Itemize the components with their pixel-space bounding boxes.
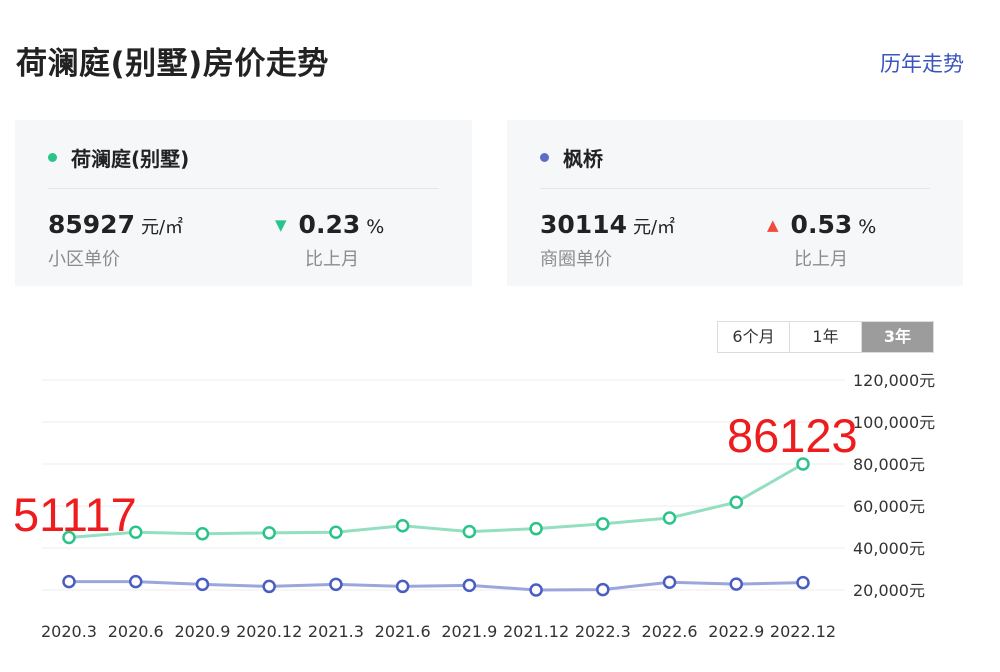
data-point[interactable] [796,575,810,590]
x-tick-label: 2021.6 [375,622,431,641]
price-trend-chart: 20,000元 40,000元 60,000元 80,000元 100,000元 120,… [41,371,935,641]
period-3-years[interactable]: 3年 [861,322,933,352]
y-tick-label: 20,000元 [853,581,925,600]
price-unit: 元/㎡ [632,217,676,238]
data-point[interactable] [796,457,810,471]
series-line [68,462,804,539]
change-label: 比上月 [794,249,848,270]
data-point[interactable] [529,583,543,597]
x-tick-label: 2020.12 [236,622,302,641]
month-change: ▲ 0.53% [767,210,876,239]
data-point[interactable] [729,577,744,591]
x-tick-label: 2021.9 [441,622,497,641]
price-value: 30114 元/㎡ [540,210,675,239]
data-point[interactable] [329,577,343,592]
period-1-year[interactable]: 1年 [789,322,861,352]
change-value: 0.53 [790,210,853,239]
data-point[interactable] [195,577,210,592]
data-point[interactable] [596,517,610,531]
change-unit: % [366,216,385,238]
change-unit: % [858,216,877,238]
data-point[interactable] [462,524,477,539]
change-value: 0.23 [298,210,361,239]
data-point[interactable] [62,574,76,589]
period-6-months[interactable]: 6个月 [718,322,789,352]
data-point[interactable] [128,525,143,539]
data-point[interactable] [529,521,543,536]
data-point[interactable] [662,511,677,525]
data-point[interactable] [128,574,143,589]
page-title: 荷澜庭(别墅)房价走势 [16,46,329,82]
data-point[interactable] [395,579,410,594]
data-point[interactable] [195,526,210,541]
district-price-card: 枫桥 30114 元/㎡ 商圈单价 ▲ 0.53% 比上月 [507,120,963,286]
card-divider [540,188,930,189]
card-divider [48,188,439,189]
x-tick-label: 2022.12 [770,622,836,641]
month-change: ▼ 0.23% [275,210,384,239]
data-point[interactable] [329,525,343,539]
y-tick-label: 100,000元 [853,413,935,432]
x-tick-label: 2022.3 [575,622,631,641]
x-tick-label: 2020.3 [41,622,97,641]
end-price-annotation: 86123 [727,409,858,462]
x-tick-label: 2021.12 [503,622,569,641]
y-tick-label: 80,000元 [853,455,925,474]
price-label: 小区单价 [48,249,120,270]
x-tick-label: 2022.6 [642,622,698,641]
period-selector: 6个月 1年 3年 [717,321,934,353]
x-tick-label: 2021.3 [308,622,364,641]
y-tick-label: 40,000元 [853,539,925,558]
history-trend-link[interactable]: 历年走势 [880,52,964,76]
price-unit: 元/㎡ [140,217,184,238]
price-label: 商圈单价 [540,249,612,270]
data-point[interactable] [662,575,677,589]
change-label: 比上月 [305,249,359,270]
community-price-card: 荷澜庭(别墅) 85927 元/㎡ 小区单价 ▼ 0.23% 比上月 [15,120,472,286]
down-triangle-icon: ▼ [275,216,287,234]
data-point[interactable] [262,526,276,540]
community-name: 荷澜庭(别墅) [71,147,190,171]
data-point[interactable] [596,582,610,597]
x-tick-label: 2022.9 [708,622,764,641]
price-value: 85927 元/㎡ [48,210,183,239]
data-point[interactable] [395,518,410,533]
up-triangle-icon: ▲ [767,216,779,234]
card-header: 荷澜庭(别墅) [48,143,189,172]
start-price-annotation: 51117 [13,488,137,541]
data-point[interactable] [62,530,76,545]
x-tick-label: 2020.6 [108,622,164,641]
data-point[interactable] [462,578,477,593]
x-tick-label: 2020.9 [174,622,230,641]
series-dot-icon [48,153,57,162]
series-line [69,580,804,592]
unit-price: 85927 [48,210,135,239]
data-point[interactable] [729,495,744,509]
series-dot-icon [540,153,549,162]
district-name: 枫桥 [563,147,603,171]
unit-price: 30114 [540,210,627,239]
y-tick-label: 60,000元 [853,497,925,516]
card-header: 枫桥 [540,143,603,172]
y-tick-label: 120,000元 [853,371,935,390]
data-point[interactable] [262,579,276,594]
